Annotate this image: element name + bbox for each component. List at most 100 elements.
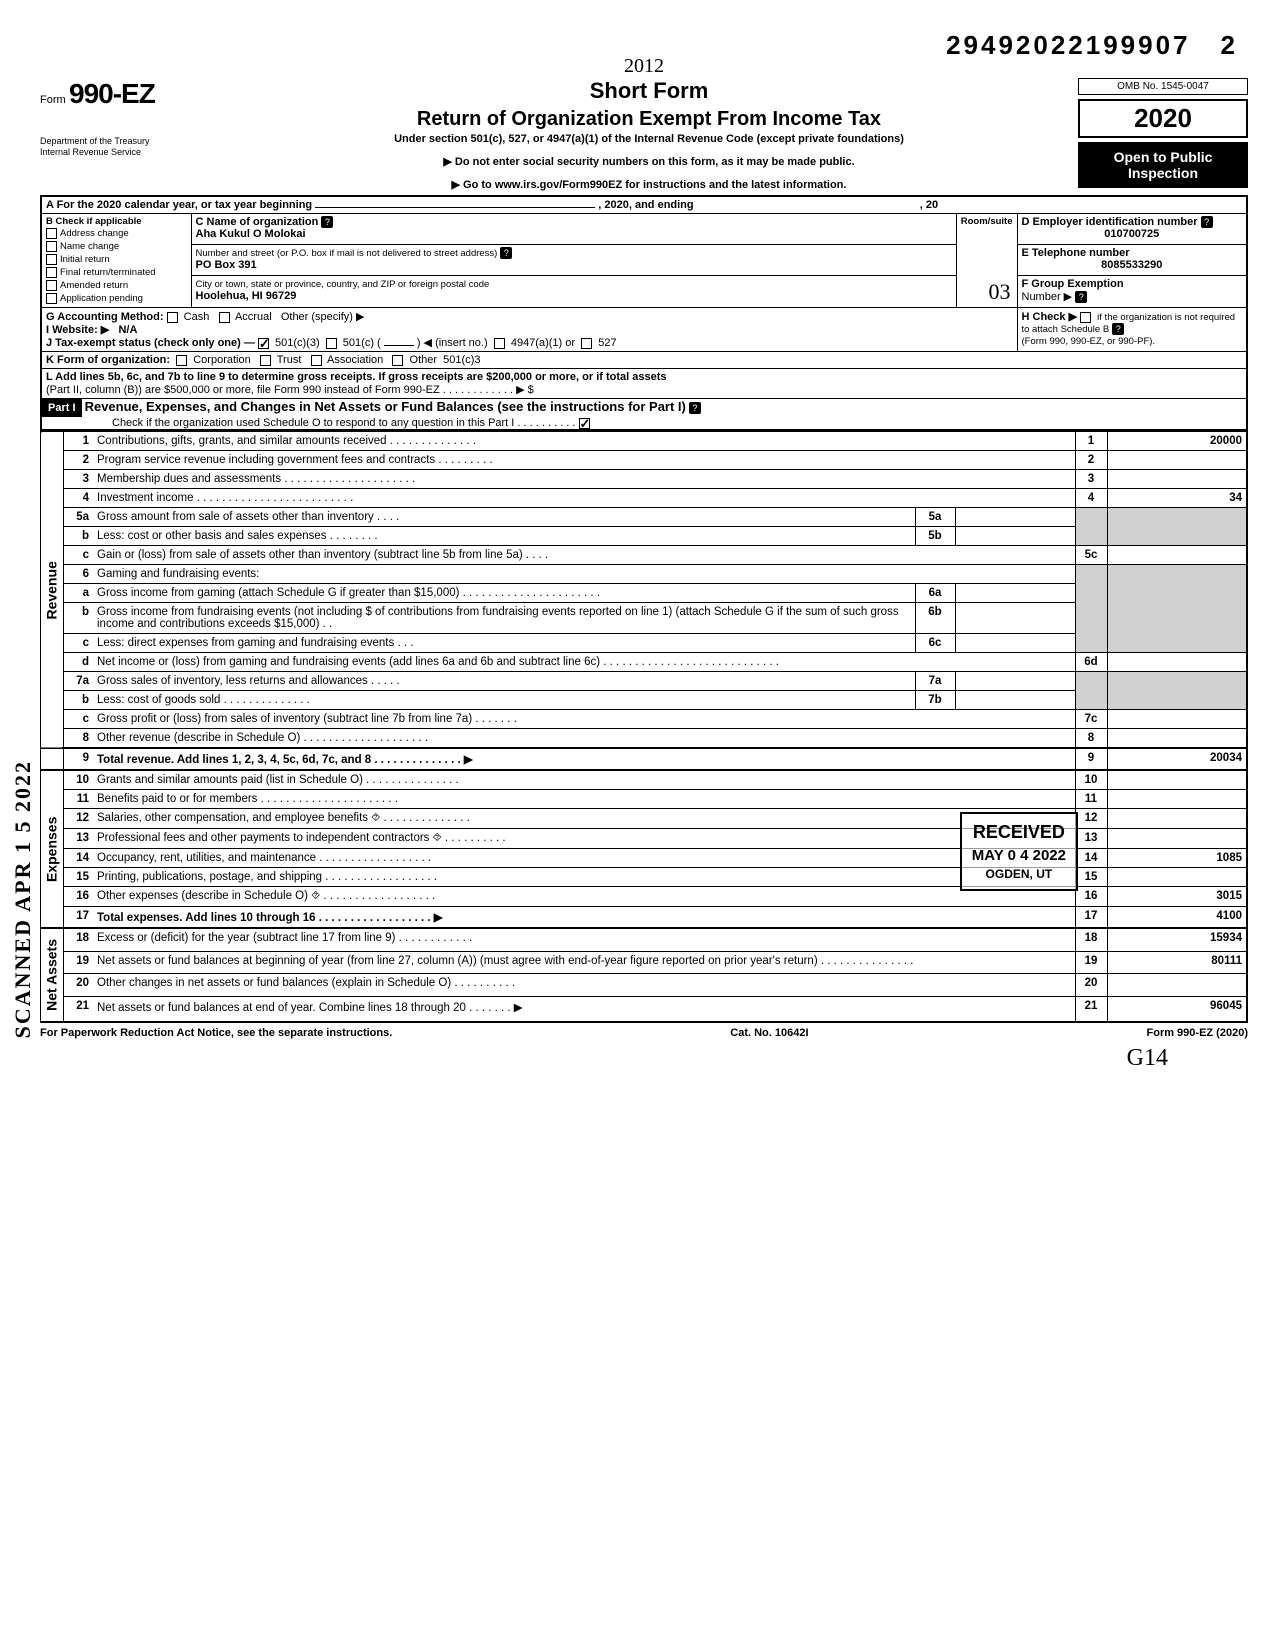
footer-form: Form 990-EZ (2020) [1147, 1027, 1248, 1039]
line-8-desc: Other revenue (describe in Schedule O) .… [93, 729, 1075, 749]
line-14-value: 1085 [1107, 849, 1247, 868]
line-1-desc: Contributions, gifts, grants, and simila… [93, 432, 1075, 451]
scanned-stamp: SCANNED APR 1 5 2022 [10, 760, 36, 1038]
line-7a-desc: Gross sales of inventory, less returns a… [93, 672, 915, 691]
line-6-desc: Gaming and fundraising events: [93, 565, 1075, 584]
help-icon: ? [689, 402, 701, 414]
help-icon: ? [1112, 323, 1124, 335]
line-10-desc: Grants and similar amounts paid (list in… [93, 770, 1075, 790]
line-13-desc: Professional fees and other payments to … [93, 829, 1075, 849]
line-16-desc: Other expenses (describe in Schedule O) … [93, 887, 1075, 907]
f-label: F Group Exemption [1022, 278, 1124, 290]
g-other: Other (specify) ▶ [281, 311, 365, 323]
chk-other-org[interactable] [392, 355, 403, 366]
title-short-form: Short Form [230, 78, 1068, 104]
addr-label: Number and street (or P.O. box if mail i… [196, 248, 498, 259]
instruction-2: ▶ Go to www.irs.gov/Form990EZ for instru… [230, 178, 1068, 191]
line-9-desc: Total revenue. Add lines 1, 2, 3, 4, 5c,… [93, 748, 1075, 770]
e-label: E Telephone number [1022, 247, 1130, 259]
line-20-desc: Other changes in net assets or fund bala… [93, 974, 1075, 997]
ein-value: 010700725 [1022, 228, 1243, 240]
room-label: Room/suite [961, 216, 1013, 227]
part1-check-text: Check if the organization used Schedule … [112, 417, 575, 429]
part1-title: Revenue, Expenses, and Changes in Net As… [85, 399, 686, 414]
line-17-value: 4100 [1107, 907, 1247, 929]
line-1-value: 20000 [1107, 432, 1247, 451]
line-7b-desc: Less: cost of goods sold . . . . . . . .… [93, 691, 915, 710]
chk-schedule-b[interactable] [1080, 312, 1091, 323]
line-a-mid: , 2020, and ending [598, 199, 693, 211]
page-footer: For Paperwork Reduction Act Notice, see … [40, 1027, 1248, 1039]
part1-label: Part I [42, 399, 82, 417]
chk-trust[interactable] [260, 355, 271, 366]
l-text: L Add lines 5b, 6c, and 7b to line 9 to … [46, 371, 667, 383]
help-icon: ? [1201, 216, 1213, 228]
chk-schedule-o[interactable] [579, 418, 590, 429]
help-icon: ? [1075, 291, 1087, 303]
city-label: City or town, state or province, country… [196, 279, 490, 290]
line-17-desc: Total expenses. Add lines 10 through 16 … [93, 907, 1075, 929]
addr-value: PO Box 391 [196, 259, 952, 271]
chk-527[interactable] [581, 338, 592, 349]
city-value: Hoolehua, HI 96729 [196, 290, 952, 302]
line-21-value: 96045 [1107, 996, 1247, 1022]
chk-4947[interactable] [494, 338, 505, 349]
header-table: A For the 2020 calendar year, or tax yea… [40, 195, 1248, 431]
line-14-desc: Occupancy, rent, utilities, and maintena… [93, 849, 1075, 868]
chk-501c[interactable] [326, 338, 337, 349]
side-revenue: Revenue [41, 432, 63, 749]
line-18-value: 15934 [1107, 928, 1247, 951]
line-4-desc: Investment income . . . . . . . . . . . … [93, 489, 1075, 508]
k-other-value: 501(c)3 [443, 354, 480, 366]
omb-number: OMB No. 1545-0047 [1078, 78, 1248, 95]
chk-amended[interactable] [46, 280, 57, 291]
form-prefix: Form [40, 94, 66, 106]
phone-value: 8085533290 [1022, 259, 1243, 271]
org-name: Aha Kukul O Molokai [196, 228, 952, 240]
line-7c-desc: Gross profit or (loss) from sales of inv… [93, 710, 1075, 729]
k-label: K Form of organization: [46, 354, 170, 366]
chk-final-return[interactable] [46, 267, 57, 278]
line-9-value: 20034 [1107, 748, 1247, 770]
section-b: B Check if applicable Address change Nam… [41, 214, 191, 308]
chk-assoc[interactable] [311, 355, 322, 366]
chk-accrual[interactable] [219, 312, 230, 323]
h-label: H Check ▶ [1022, 311, 1078, 323]
subtitle: Under section 501(c), 527, or 4947(a)(1)… [230, 133, 1068, 145]
chk-name-change[interactable] [46, 241, 57, 252]
footer-cat-no: Cat. No. 10642I [730, 1027, 808, 1039]
dept-irs: Internal Revenue Service [40, 147, 220, 158]
line-19-desc: Net assets or fund balances at beginning… [93, 951, 1075, 974]
title-return: Return of Organization Exempt From Incom… [230, 108, 1068, 131]
chk-address-change[interactable] [46, 228, 57, 239]
handwritten-room: 03 [989, 279, 1011, 305]
line-15-desc: Printing, publications, postage, and shi… [93, 868, 1075, 887]
website-value: N/A [118, 324, 137, 336]
g-label: G Accounting Method: [46, 311, 164, 323]
chk-pending[interactable] [46, 293, 57, 304]
part1-lines: Revenue 1 Contributions, gifts, grants, … [40, 431, 1248, 1023]
footer-left: For Paperwork Reduction Act Notice, see … [40, 1027, 392, 1039]
line-5b-desc: Less: cost or other basis and sales expe… [93, 527, 915, 546]
line-16-value: 3015 [1107, 887, 1247, 907]
line-19-value: 80111 [1107, 951, 1247, 974]
help-icon: ? [500, 247, 512, 259]
i-label: I Website: ▶ [46, 324, 109, 336]
chk-initial-return[interactable] [46, 254, 57, 265]
line-6d-desc: Net income or (loss) from gaming and fun… [93, 653, 1075, 672]
d-label: D Employer identification number [1022, 216, 1198, 228]
line-4-value: 34 [1107, 489, 1247, 508]
line-3-desc: Membership dues and assessments . . . . … [93, 470, 1075, 489]
tax-year: 20202020 [1078, 99, 1248, 138]
line-a-start: A For the 2020 calendar year, or tax yea… [46, 199, 312, 211]
line-6c-desc: Less: direct expenses from gaming and fu… [93, 634, 915, 653]
form-number: 990-EZ [69, 78, 155, 109]
chk-cash[interactable] [167, 312, 178, 323]
line-6b-desc: Gross income from fundraising events (no… [93, 603, 915, 634]
chk-corp[interactable] [176, 355, 187, 366]
line-11-desc: Benefits paid to or for members . . . . … [93, 790, 1075, 809]
chk-501c3[interactable] [258, 338, 269, 349]
received-stamp: RECEIVED MAY 0 4 2022 OGDEN, UT [960, 812, 1078, 891]
line-2-desc: Program service revenue including govern… [93, 451, 1075, 470]
side-expenses: Expenses [41, 770, 63, 928]
